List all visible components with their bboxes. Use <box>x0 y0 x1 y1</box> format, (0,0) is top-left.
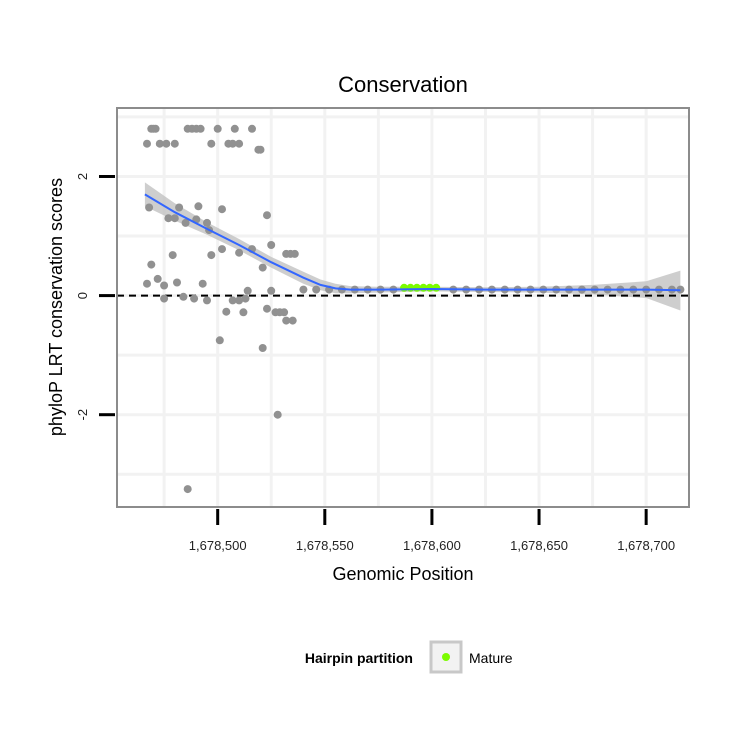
data-point-other <box>239 308 248 317</box>
plot-panel-border <box>116 107 690 508</box>
legend-key-mature-dot <box>442 653 450 661</box>
data-point-other <box>273 410 282 419</box>
legend-title: Hairpin partition <box>305 650 413 666</box>
data-point-other <box>263 211 271 220</box>
data-point-other <box>160 281 169 290</box>
plot-panel-bg <box>117 108 689 507</box>
x-tick-label: 1,678,650 <box>510 538 568 553</box>
data-point-other <box>243 286 252 295</box>
data-point-other <box>196 124 205 133</box>
data-point-other <box>151 124 160 133</box>
data-point-other <box>203 296 211 305</box>
data-point-other <box>170 214 179 223</box>
data-point-other <box>248 124 256 133</box>
x-tick-label: 1,678,500 <box>189 538 247 553</box>
y-tick-label: 0 <box>75 292 90 299</box>
data-point-other <box>280 308 289 317</box>
y-axis-title: phyloP LRT conservation scores <box>46 178 66 436</box>
data-point-other <box>198 279 207 288</box>
x-tick-label: 1,678,600 <box>403 538 461 553</box>
data-point-other <box>170 139 179 148</box>
data-point-other <box>183 485 192 494</box>
data-point-other <box>290 249 299 258</box>
data-point-other <box>235 296 244 305</box>
data-point-other <box>228 296 237 305</box>
data-point-other <box>179 292 188 301</box>
legend: Hairpin partition Mature <box>305 640 513 674</box>
data-point-other <box>258 263 267 272</box>
data-point-other <box>282 316 291 325</box>
data-point-other <box>162 139 171 148</box>
data-point-other <box>143 279 151 288</box>
data-point-other <box>213 124 222 133</box>
data-point-other <box>235 248 244 257</box>
data-point-other <box>168 251 177 260</box>
data-point-other <box>230 124 239 133</box>
data-point-other <box>299 285 308 294</box>
data-point-mature <box>432 283 441 292</box>
data-point-other <box>143 139 151 148</box>
data-point-other <box>241 294 250 303</box>
data-point-other <box>258 344 267 352</box>
y-tick-label: 2 <box>75 173 90 180</box>
x-axis: 1,678,500 1,678,550 1,678,600 1,678,650 1,67… <box>189 509 675 553</box>
x-axis-title: Genomic Position <box>332 564 473 584</box>
data-point-other <box>145 203 154 212</box>
data-point-other <box>215 336 224 345</box>
data-point-other <box>263 304 271 313</box>
x-tick-label: 1,678,700 <box>617 538 675 553</box>
data-point-other <box>256 145 265 154</box>
data-point-other <box>194 202 203 211</box>
data-point-other <box>228 139 237 148</box>
data-point-other <box>155 139 164 148</box>
y-tick-label: -2 <box>75 409 90 421</box>
data-point-other <box>207 139 216 148</box>
data-point-other <box>288 316 297 325</box>
data-point-other <box>235 139 244 148</box>
data-point-other <box>164 214 173 223</box>
data-point-other <box>181 218 190 227</box>
data-point-other <box>190 294 199 303</box>
x-tick-label: 1,678,550 <box>296 538 354 553</box>
data-point-other <box>267 241 276 249</box>
data-point-other <box>218 245 226 254</box>
smooth-layer <box>144 193 681 292</box>
chart-title: Conservation <box>338 72 468 97</box>
legend-label-mature: Mature <box>469 650 513 666</box>
grid-lines <box>117 108 689 507</box>
data-point-other <box>267 286 276 295</box>
data-point-other <box>153 274 162 283</box>
data-point-other <box>175 203 184 212</box>
smooth-line <box>144 193 681 292</box>
y-axis: -2 0 2 <box>75 173 115 421</box>
data-point-other <box>203 218 211 227</box>
data-point-other <box>222 307 231 316</box>
data-point-other <box>147 260 156 269</box>
data-point-other <box>218 205 226 214</box>
data-point-other <box>160 294 169 303</box>
data-point-other <box>207 251 216 260</box>
data-point-other <box>312 285 321 294</box>
data-point-other <box>173 278 181 287</box>
